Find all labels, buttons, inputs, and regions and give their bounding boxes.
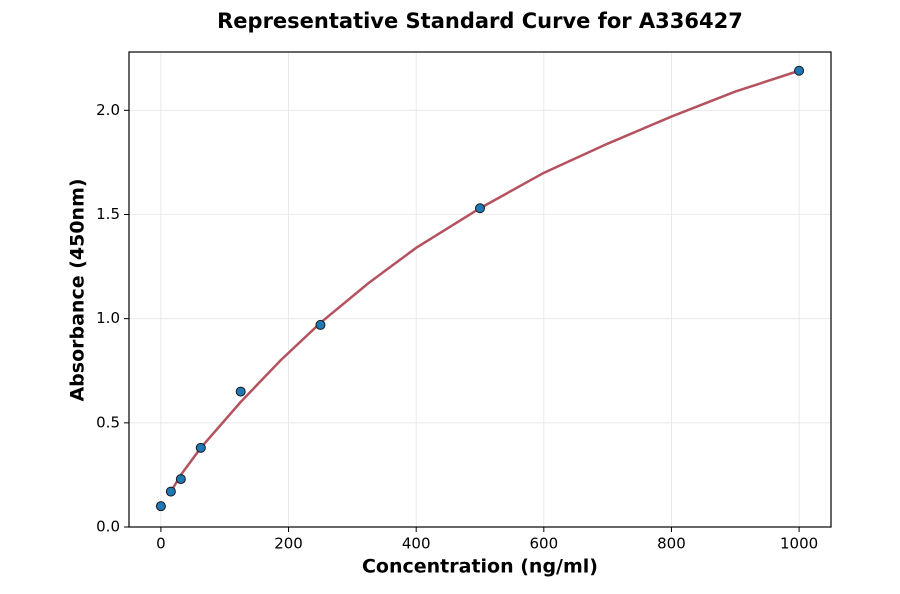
- x-tick-label: 0: [156, 535, 166, 553]
- y-tick-label: 1.5: [96, 205, 120, 223]
- x-tick-label: 1000: [780, 535, 818, 553]
- plot-frame: [128, 51, 832, 528]
- x-tick-label: 200: [274, 535, 303, 553]
- data-point: [195, 442, 206, 453]
- x-tick-label: 400: [402, 535, 431, 553]
- y-tick-label: 0.0: [96, 518, 120, 536]
- y-axis-label: Absorbance (450nm): [67, 178, 89, 401]
- x-tick-label: 600: [529, 535, 558, 553]
- fit-curve: [169, 69, 800, 493]
- data-point: [175, 474, 186, 485]
- data-point: [475, 203, 485, 214]
- chart-title: Representative Standard Curve for A33642…: [217, 9, 743, 33]
- y-tick-label: 1.0: [96, 309, 120, 327]
- data-point: [794, 65, 805, 76]
- y-tick-label: 2.0: [96, 101, 120, 119]
- data-point: [155, 501, 166, 512]
- data-point: [235, 386, 246, 397]
- data-point: [315, 319, 326, 330]
- y-tick-label: 0.5: [96, 413, 120, 431]
- data-point: [165, 486, 176, 497]
- x-tick-label: 800: [657, 535, 686, 553]
- x-axis-label: Concentration (ng/ml): [362, 556, 598, 578]
